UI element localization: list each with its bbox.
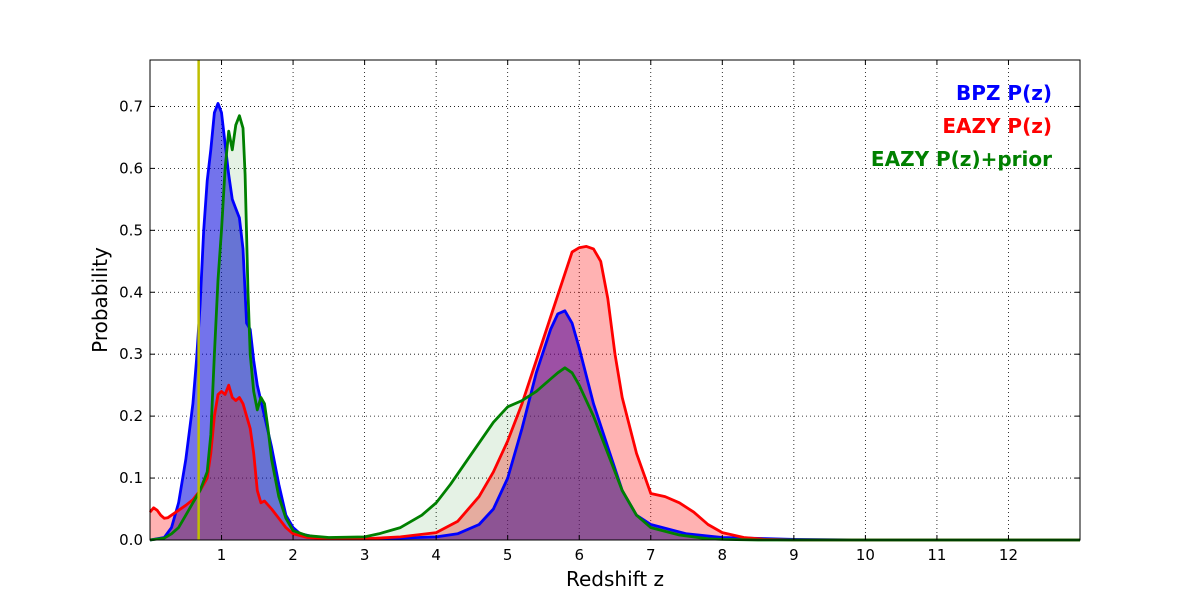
x-axis-label: Redshift z — [566, 567, 664, 591]
y-tick-label: 0.4 — [119, 283, 143, 301]
grid — [150, 60, 1080, 540]
bpz-fill-area — [150, 103, 1080, 541]
x-tick-label: 2 — [288, 546, 298, 564]
legend-entry: EAZY P(z)+prior — [871, 147, 1052, 171]
legend: BPZ P(z) EAZY P(z) EAZY P(z)+prior — [871, 81, 1052, 171]
y-tick-label: 0.3 — [119, 345, 143, 363]
x-tick-label: 3 — [360, 546, 370, 564]
x-tick-label: 1 — [217, 546, 227, 564]
x-tick-label: 11 — [927, 546, 946, 564]
x-tick-label: 8 — [718, 546, 728, 564]
y-tick-label: 0.2 — [119, 407, 143, 425]
x-tick-label: 12 — [999, 546, 1018, 564]
series-lines — [148, 60, 1080, 542]
legend-entry: EAZY P(z) — [942, 114, 1052, 138]
axis-ticks: 1 2 3 4 5 6 7 8 9 10 11 120.00.10.20.30.40.50.60.7 — [119, 60, 1080, 564]
y-tick-label: 0.1 — [119, 469, 143, 487]
x-tick-label: 9 — [789, 546, 799, 564]
y-tick-label: 0.7 — [119, 97, 143, 115]
x-tick-label: 6 — [574, 546, 584, 564]
x-tick-label: 4 — [431, 546, 441, 564]
y-tick-label: 0.6 — [119, 159, 143, 177]
y-tick-label: 0.5 — [119, 221, 143, 239]
x-tick-label: 7 — [646, 546, 656, 564]
plot-frame — [149, 59, 1081, 541]
x-tick-label: 10 — [856, 546, 875, 564]
x-tick-label: 5 — [503, 546, 513, 564]
eazy-fill-area — [150, 246, 1080, 540]
y-axis-label: Probability — [88, 247, 112, 353]
eazy-prior-line — [149, 114, 1080, 542]
y-tick-label: 0.0 — [119, 531, 143, 549]
legend-entry: BPZ P(z) — [956, 81, 1052, 105]
